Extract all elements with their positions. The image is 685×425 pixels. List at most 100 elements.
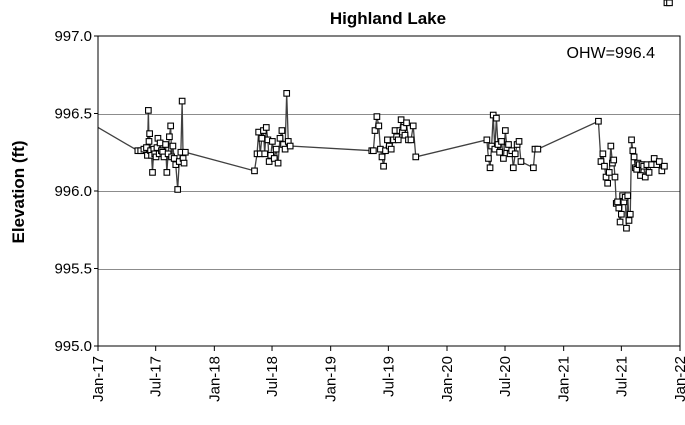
data-point	[645, 169, 653, 176]
data-point	[630, 153, 638, 161]
data-point	[401, 131, 409, 139]
x-tick-label: Jan-22	[672, 356, 685, 402]
y-tick-label: 997.0	[54, 28, 92, 45]
data-point	[601, 162, 608, 170]
x-tick-label: Jul-21	[613, 356, 630, 397]
data-point	[412, 153, 420, 161]
data-point	[517, 158, 525, 165]
data-point	[511, 150, 519, 158]
data-point	[604, 179, 611, 187]
data-point	[597, 158, 605, 165]
data-point	[617, 210, 625, 218]
data-point	[534, 145, 542, 153]
data-point	[378, 153, 386, 161]
data-point	[614, 198, 621, 206]
y-tick-label: 996.0	[54, 183, 92, 200]
data-point	[641, 173, 649, 181]
data-point	[509, 164, 517, 172]
data-point	[278, 127, 286, 134]
ohw-annotation: OHW=996.4	[567, 45, 656, 62]
x-tick-label: Jan-19	[323, 356, 340, 402]
data-point	[595, 117, 602, 125]
data-point	[501, 127, 509, 134]
data-point	[661, 162, 668, 170]
axes: 995.0 995.5 996.0 996.5 997.0 Jan-17 Jul-17 Jan…	[54, 28, 685, 402]
data-point	[251, 167, 258, 175]
grid-lines	[98, 114, 680, 270]
x-tick-label: Jul-20	[497, 356, 514, 397]
data-point	[505, 141, 512, 148]
data-point	[145, 138, 153, 145]
data-point	[283, 90, 291, 97]
data-point	[485, 155, 492, 162]
data-point	[605, 169, 613, 176]
data-point	[616, 218, 624, 226]
data-point	[375, 122, 383, 130]
data-point	[276, 134, 284, 142]
data-point	[380, 162, 387, 170]
data-point	[624, 192, 632, 200]
data-point	[384, 136, 391, 144]
data-point	[370, 147, 377, 155]
data-point	[286, 142, 294, 150]
data-point	[397, 116, 405, 124]
data-point	[655, 158, 663, 165]
data-point	[162, 141, 169, 148]
data-point	[629, 147, 637, 155]
data-point	[500, 155, 507, 162]
data-point	[615, 204, 623, 212]
x-tick-label: Jan-17	[90, 356, 107, 402]
x-tick-label: Jan-18	[206, 356, 223, 402]
data-point	[163, 169, 171, 176]
data-point	[607, 142, 615, 150]
data-point	[274, 159, 282, 167]
data-point	[394, 136, 402, 144]
data-point	[371, 127, 379, 134]
data-point	[166, 133, 173, 141]
data-point	[167, 122, 175, 130]
data-point	[599, 150, 607, 158]
data-point	[610, 156, 618, 164]
data-point	[496, 148, 503, 156]
data-point	[169, 142, 177, 150]
x-tick-label: Jan-20	[439, 356, 456, 402]
data-point	[498, 138, 505, 145]
y-axis-label: Elevation (ft)	[9, 141, 28, 244]
data-point	[261, 150, 269, 158]
data-point	[156, 139, 164, 147]
data-point	[178, 97, 186, 105]
data-point	[409, 122, 417, 130]
data-point	[387, 145, 395, 153]
data-point	[530, 164, 537, 172]
data-point	[146, 130, 153, 138]
data-point	[628, 136, 635, 144]
data-point	[180, 159, 188, 167]
data-point	[625, 217, 633, 224]
data-point	[149, 169, 156, 176]
data-point	[515, 138, 523, 145]
y-tick-label: 995.0	[54, 338, 92, 355]
y-tick-label: 996.5	[54, 106, 92, 123]
x-tick-label: Jul-18	[264, 356, 281, 397]
data-point	[270, 155, 278, 162]
data-point	[268, 138, 276, 145]
data-point	[403, 119, 410, 127]
series-elevation	[97, 0, 673, 232]
data-point	[407, 136, 415, 144]
data-point	[373, 113, 381, 120]
data-point	[181, 148, 189, 156]
data-point	[483, 136, 491, 144]
data-point	[174, 186, 182, 193]
x-tick-label: Jul-19	[380, 356, 397, 397]
data-point	[623, 224, 630, 232]
x-tick-label: Jan-21	[556, 356, 573, 402]
data-point	[493, 114, 500, 122]
chart-title: Highland Lake	[330, 9, 446, 28]
data-point	[611, 173, 619, 181]
data-point	[626, 210, 634, 218]
data-point	[262, 124, 270, 131]
data-point	[486, 164, 494, 172]
data-point	[258, 134, 266, 142]
